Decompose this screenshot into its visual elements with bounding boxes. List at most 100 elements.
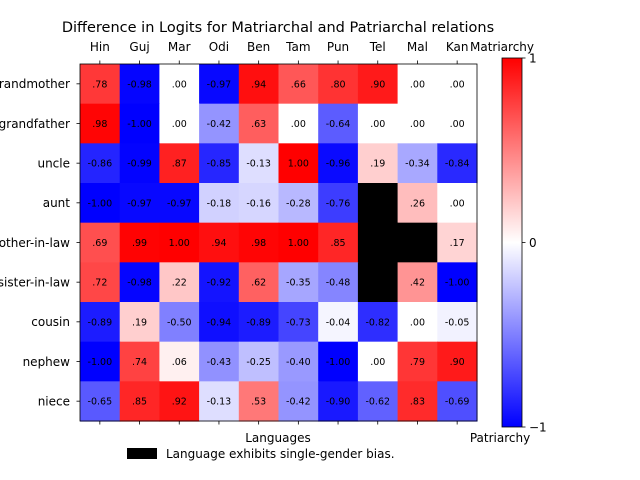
heatmap-cell (278, 381, 319, 422)
heatmap-cell (80, 64, 121, 105)
cell-value-label: .00 (450, 198, 465, 209)
heatmap-cell (318, 143, 359, 184)
cell-value-label: .85 (330, 238, 345, 249)
heatmap-cell (397, 341, 438, 382)
heatmap-cell (238, 183, 280, 224)
cell-value-label: .00 (172, 119, 187, 130)
cell-value-label: .22 (172, 278, 187, 289)
colorbar-tick-label: −1 (529, 420, 547, 434)
cell-value-label: .69 (92, 238, 107, 249)
heatmap-cell (278, 64, 319, 105)
cell-value-label: 1.00 (288, 159, 309, 170)
cell-value-label: -0.82 (365, 317, 390, 328)
cell-value-label: -0.13 (246, 159, 271, 170)
heatmap-cell (397, 302, 438, 343)
heatmap-cell (318, 222, 359, 263)
heatmap-cell (318, 64, 359, 105)
heatmap-cell (80, 103, 121, 144)
cell-value-label: .00 (410, 119, 425, 130)
heatmap-cell (119, 103, 160, 144)
heatmap-cell (397, 103, 438, 144)
heatmap-cell (318, 341, 359, 382)
column-tick-label: Mar (168, 40, 191, 54)
colorbar-tick-label: 0 (529, 236, 537, 250)
cell-value-label: .94 (211, 238, 226, 249)
heatmap-cell (238, 143, 280, 184)
row-tick-label: niece (38, 394, 70, 408)
cell-value-label: .00 (172, 79, 187, 90)
column-tick-label: Tel (369, 40, 386, 54)
heatmap-cell (238, 103, 280, 144)
cell-value-label: -1.00 (326, 357, 351, 368)
legend: Language exhibits single-gender bias. (127, 447, 395, 461)
heatmap-cell (278, 222, 319, 263)
row-tick-label: nephew (23, 355, 71, 369)
cell-value-label: -0.40 (286, 357, 311, 368)
heatmap-cell (159, 103, 200, 144)
colorbar-bottom-label: Patriarchy (470, 431, 530, 445)
heatmap-cell (199, 222, 240, 263)
heatmap-cell (357, 64, 399, 105)
cell-value-label: .19 (132, 317, 147, 328)
cell-value-label: -0.28 (286, 198, 311, 209)
row-tick-label: uncle (37, 156, 70, 170)
heatmap-cell (119, 381, 160, 422)
colorbar-ticks: 1 0 −1 (522, 51, 547, 434)
cell-value-label: -0.04 (326, 317, 351, 328)
cell-value-label: .98 (92, 119, 107, 130)
heatmap-cell (437, 222, 478, 263)
heatmap-cell (278, 103, 319, 144)
x-axis-label: Languages (245, 431, 310, 445)
heatmap-cell (357, 103, 399, 144)
cell-value-label: -0.98 (127, 79, 152, 90)
heatmap-cell (238, 302, 280, 343)
cell-value-label: .98 (251, 238, 266, 249)
cell-value-label: -0.62 (365, 397, 390, 408)
heatmap-cell (437, 341, 478, 382)
cell-value-label: .74 (132, 357, 147, 368)
cell-value-label: -0.89 (246, 317, 271, 328)
row-tick-label: grandmother (0, 77, 70, 91)
cell-value-label: -0.65 (88, 397, 113, 408)
cell-value-label: -0.18 (207, 198, 232, 209)
heatmap-cell (159, 64, 200, 105)
heatmap-cell (119, 64, 160, 105)
heatmap-cell (199, 381, 240, 422)
colorbar (501, 57, 523, 428)
heatmap-cell (119, 143, 160, 184)
heatmap-cell (238, 381, 280, 422)
heatmap-cell (357, 143, 399, 184)
column-tick-label: Tam (285, 40, 310, 54)
cell-value-label: -0.69 (445, 397, 470, 408)
heatmap-cell-labels: .78 -0.98 .00 -0.97 .94 .66 .80 .90 .00 .00 .98 -1.… (88, 79, 470, 407)
heatmap-cell (318, 381, 359, 422)
heatmap-cell (397, 143, 438, 184)
cell-value-label: .00 (450, 79, 465, 90)
cell-value-label: .99 (132, 238, 147, 249)
cell-value-label: .92 (172, 397, 187, 408)
cell-value-label: .78 (92, 79, 107, 90)
heatmap-cell (159, 262, 200, 303)
cell-value-label: -1.00 (88, 357, 113, 368)
cell-value-label: -0.97 (167, 198, 192, 209)
heatmap-cell (238, 341, 280, 382)
heatmap-cell (238, 222, 280, 263)
cell-value-label: -0.35 (286, 278, 311, 289)
heatmap-cell (119, 262, 160, 303)
heatmap-cell (80, 143, 121, 184)
row-tick-label: grandfather (0, 117, 70, 131)
cell-value-label: -0.43 (207, 357, 232, 368)
cell-value-label: .26 (410, 198, 425, 209)
heatmap-cell (437, 381, 478, 422)
column-tick-label: Guj (129, 40, 149, 54)
heatmap-cell (80, 262, 121, 303)
heatmap-cell (357, 302, 399, 343)
heatmap-cell (159, 222, 200, 263)
column-tick-label: Mal (407, 40, 428, 54)
heatmap-cell (199, 302, 240, 343)
heatmap-cell (397, 183, 438, 224)
heatmap-cell (437, 302, 478, 343)
cell-value-label: -0.13 (207, 397, 232, 408)
column-tick-label: Ben (247, 40, 270, 54)
legend-label: Language exhibits single-gender bias. (166, 447, 395, 461)
